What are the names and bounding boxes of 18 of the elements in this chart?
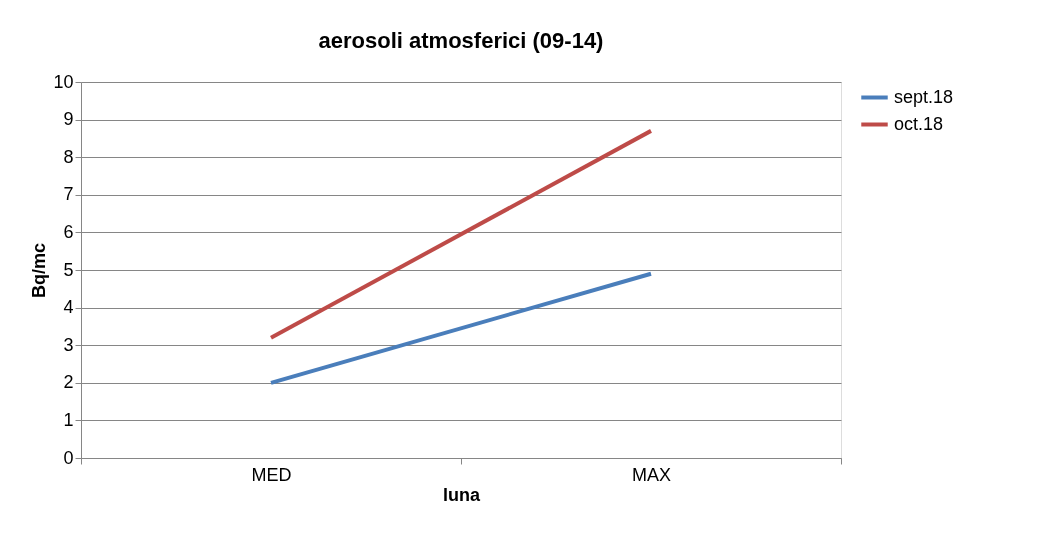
y-tick-label: 7 (63, 184, 74, 205)
chart-title: aerosoli atmosferici (09-14) (318, 28, 604, 53)
y-tick-label: 2 (63, 372, 74, 393)
y-tick-label: 8 (63, 146, 74, 167)
legend-label: oct.18 (894, 113, 944, 134)
y-tick-label: 9 (63, 109, 74, 130)
y-tick-label: 0 (63, 447, 74, 468)
x-axis-title: luna (442, 484, 481, 505)
x-tick-label: MAX (631, 464, 672, 485)
y-tick-label: 5 (63, 259, 74, 280)
y-tick-label: 1 (63, 409, 74, 430)
y-tick-label: 3 (63, 334, 74, 355)
y-tick-label: 6 (63, 221, 74, 242)
x-tick-label: MED (251, 464, 292, 485)
y-axis-title: Bq/mc (29, 242, 50, 299)
y-tick-label: 4 (63, 297, 74, 318)
y-tick-label: 10 (53, 71, 74, 92)
legend-label: sept.18 (894, 86, 954, 107)
